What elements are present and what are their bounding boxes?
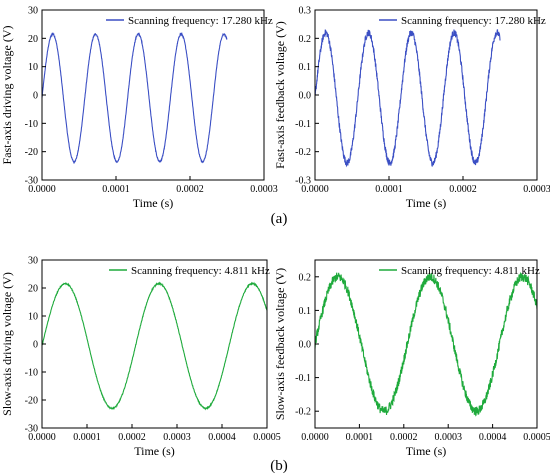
x-tick-label: 0.0001 <box>73 432 101 443</box>
legend-label: Scanning frequency: 17.280 kHz <box>128 15 273 27</box>
y-tick-label: -0.1 <box>295 119 311 130</box>
y-axis-label: Slow-axis feedback voltage (V) <box>273 268 287 420</box>
y-tick-label: 0.2 <box>299 272 312 283</box>
x-tick-label: 0.0002 <box>390 432 418 443</box>
x-tick-label: 0.0001 <box>102 184 130 195</box>
plot-frame <box>314 9 538 181</box>
x-tick-label: 0.0000 <box>301 184 329 195</box>
x-tick-label: 0.0003 <box>523 184 550 195</box>
y-axis-label: Fast-axis driving voltage (V) <box>0 26 14 165</box>
y-tick-label: 10 <box>28 312 38 323</box>
y-axis-label: Fast-axis feedback voltage (V) <box>273 21 287 169</box>
plot-frame <box>314 259 538 429</box>
y-tick-label: -0.2 <box>295 147 311 158</box>
y-tick-label: 30 <box>28 6 38 17</box>
x-tick-label: 0.0005 <box>253 432 281 443</box>
plot-frame <box>41 9 265 181</box>
x-tick-label: 0.0000 <box>28 432 56 443</box>
y-tick-label: -20 <box>25 396 38 407</box>
x-axis-label: Time (s) <box>406 196 447 210</box>
x-tick-label: 0.0002 <box>449 184 477 195</box>
x-axis-label: Time (s) <box>134 444 175 458</box>
y-tick-label: -10 <box>25 119 38 130</box>
y-tick-label: 0 <box>33 91 38 102</box>
y-tick-label: -0.2 <box>295 407 311 418</box>
legend-label: Scanning frequency: 4.811 kHz <box>401 265 540 277</box>
x-axis-label: Time (s) <box>406 444 447 458</box>
y-tick-label: 10 <box>28 62 38 73</box>
y-tick-label: 20 <box>28 284 38 295</box>
x-tick-label: 0.0004 <box>208 432 236 443</box>
y-tick-label: -30 <box>25 176 38 187</box>
x-tick-label: 0.0005 <box>523 432 550 443</box>
y-tick-label: 30 <box>28 256 38 267</box>
y-tick-label: 0.3 <box>299 6 312 17</box>
caption-b: (b) <box>270 458 288 474</box>
x-tick-label: 0.0001 <box>375 184 403 195</box>
x-tick-label: 0.0000 <box>28 184 56 195</box>
x-tick-label: 0.0001 <box>346 432 374 443</box>
x-tick-label: 0.0000 <box>301 432 329 443</box>
y-tick-label: 0.0 <box>299 340 312 351</box>
series-line-0 <box>41 32 228 165</box>
y-tick-label: 0 <box>33 340 38 351</box>
x-tick-label: 0.0003 <box>250 184 278 195</box>
y-tick-label: 0.0 <box>299 91 312 102</box>
caption-a: (a) <box>271 211 288 227</box>
x-axis-label: Time (s) <box>133 196 174 210</box>
y-tick-label: 20 <box>28 34 38 45</box>
x-tick-label: 0.0002 <box>176 184 204 195</box>
panel-slow-axis-driving: Scanning frequency: 4.811 kHz 0.0000 0.000… <box>0 256 281 459</box>
x-tick-label: 0.0004 <box>479 432 507 443</box>
y-tick-label: 0.1 <box>299 62 312 73</box>
y-tick-label: -20 <box>25 147 38 158</box>
series-line-0 <box>314 29 501 168</box>
y-axis-label: Slow-axis driving voltage (V) <box>0 272 14 416</box>
series-line-0 <box>41 281 268 411</box>
y-tick-label: -0.3 <box>295 176 311 187</box>
x-tick-label: 0.0003 <box>163 432 191 443</box>
y-tick-label: -0.1 <box>295 373 311 384</box>
y-tick-label: 0.2 <box>299 34 312 45</box>
legend-label: Scanning frequency: 17.280 kHz <box>401 15 546 27</box>
panel-slow-axis-feedback: Scanning frequency: 4.811 kHz 0.0000 0.000… <box>273 259 550 458</box>
y-tick-label: -10 <box>25 368 38 379</box>
legend-label: Scanning frequency: 4.811 kHz <box>131 265 270 277</box>
y-tick-label: -30 <box>25 424 38 435</box>
x-tick-label: 0.0002 <box>118 432 146 443</box>
y-tick-label: 0.1 <box>299 306 312 317</box>
series-line-0 <box>314 271 538 417</box>
x-tick-label: 0.0003 <box>434 432 462 443</box>
panel-fast-axis-driving: Scanning frequency: 17.280 kHz 0.0000 0.00… <box>0 6 278 211</box>
